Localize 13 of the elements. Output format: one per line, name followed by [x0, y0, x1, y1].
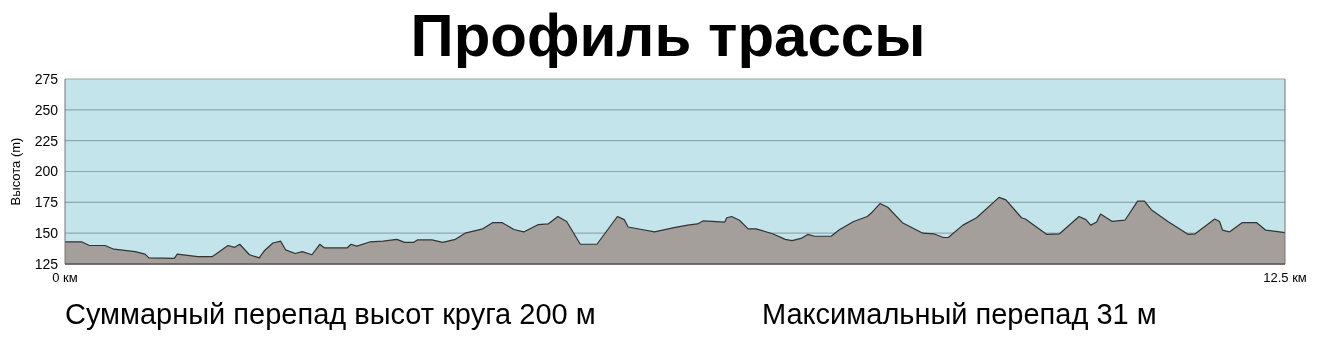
x-tick-label: 0 км — [52, 270, 78, 285]
y-tick-label: 175 — [34, 194, 59, 211]
x-tick-label: 12.5 км — [1263, 270, 1307, 285]
chart-title: Профиль трассы — [410, 2, 926, 69]
y-tick-label: 200 — [34, 163, 59, 180]
y-tick-label: 275 — [34, 70, 59, 87]
text: Суммарный перепад высот круга 200 м — [65, 298, 596, 330]
y-tick-label: 125 — [34, 255, 59, 272]
y-tick-label: 150 — [34, 225, 59, 242]
y-tick-label: 225 — [34, 132, 59, 149]
text: Максимальный перепад 31 м — [762, 298, 1157, 330]
y-axis-title: Высота (m) — [8, 137, 23, 206]
y-tick-label: 250 — [34, 101, 59, 118]
